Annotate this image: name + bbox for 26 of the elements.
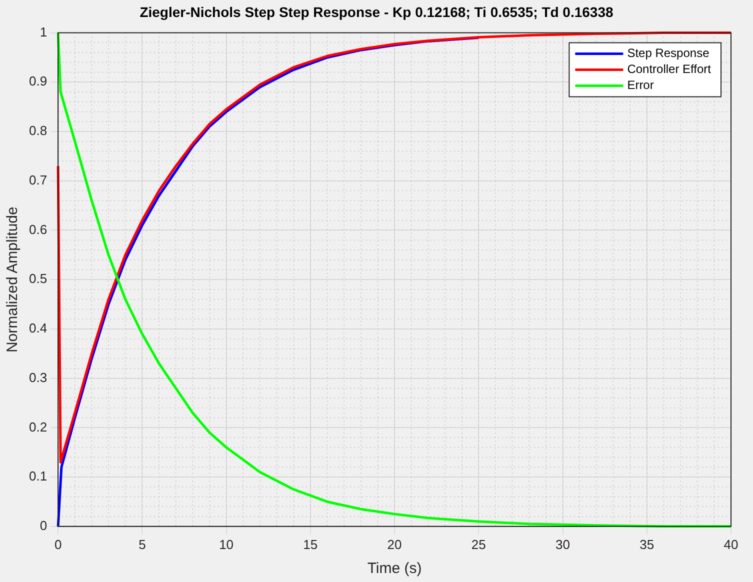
y-tick-label: 0.8 xyxy=(28,123,48,138)
x-tick-label: 35 xyxy=(640,536,654,552)
legend-label: Step Response xyxy=(627,46,710,60)
x-tick-label: 0 xyxy=(54,536,62,552)
x-tick-label: 15 xyxy=(303,536,318,552)
y-tick-label: 0.2 xyxy=(28,419,48,434)
y-tick-label: 0.6 xyxy=(28,222,48,237)
y-tick-label: 0.5 xyxy=(28,271,48,286)
y-tick-label: 1 xyxy=(40,24,48,40)
y-tick-label: 0.7 xyxy=(28,172,48,188)
legend-label: Error xyxy=(627,78,654,92)
x-tick-label: 10 xyxy=(219,536,234,552)
x-axis-title: Time (s) xyxy=(367,560,422,578)
y-tick-label: 0.1 xyxy=(28,468,48,484)
x-tick-label: 5 xyxy=(138,536,146,552)
y-tick-label: 0 xyxy=(40,518,48,533)
x-tick-label: 20 xyxy=(387,536,402,552)
x-tick-label: 30 xyxy=(556,536,570,552)
y-axis-title: Normalized Amplitude xyxy=(4,206,22,353)
legend-label: Controller Effort xyxy=(627,62,712,76)
chart-title: Ziegler-Nichols Step Step Response - Kp 0.12168; Ti 0.6535; Td 0.16338 xyxy=(138,4,614,20)
x-tick-label: 25 xyxy=(471,536,486,552)
y-tick-label: 0.3 xyxy=(28,370,48,385)
x-tick-label: 40 xyxy=(724,536,738,552)
y-tick-label: 0.9 xyxy=(28,74,48,89)
y-tick-label: 0.4 xyxy=(28,320,48,336)
